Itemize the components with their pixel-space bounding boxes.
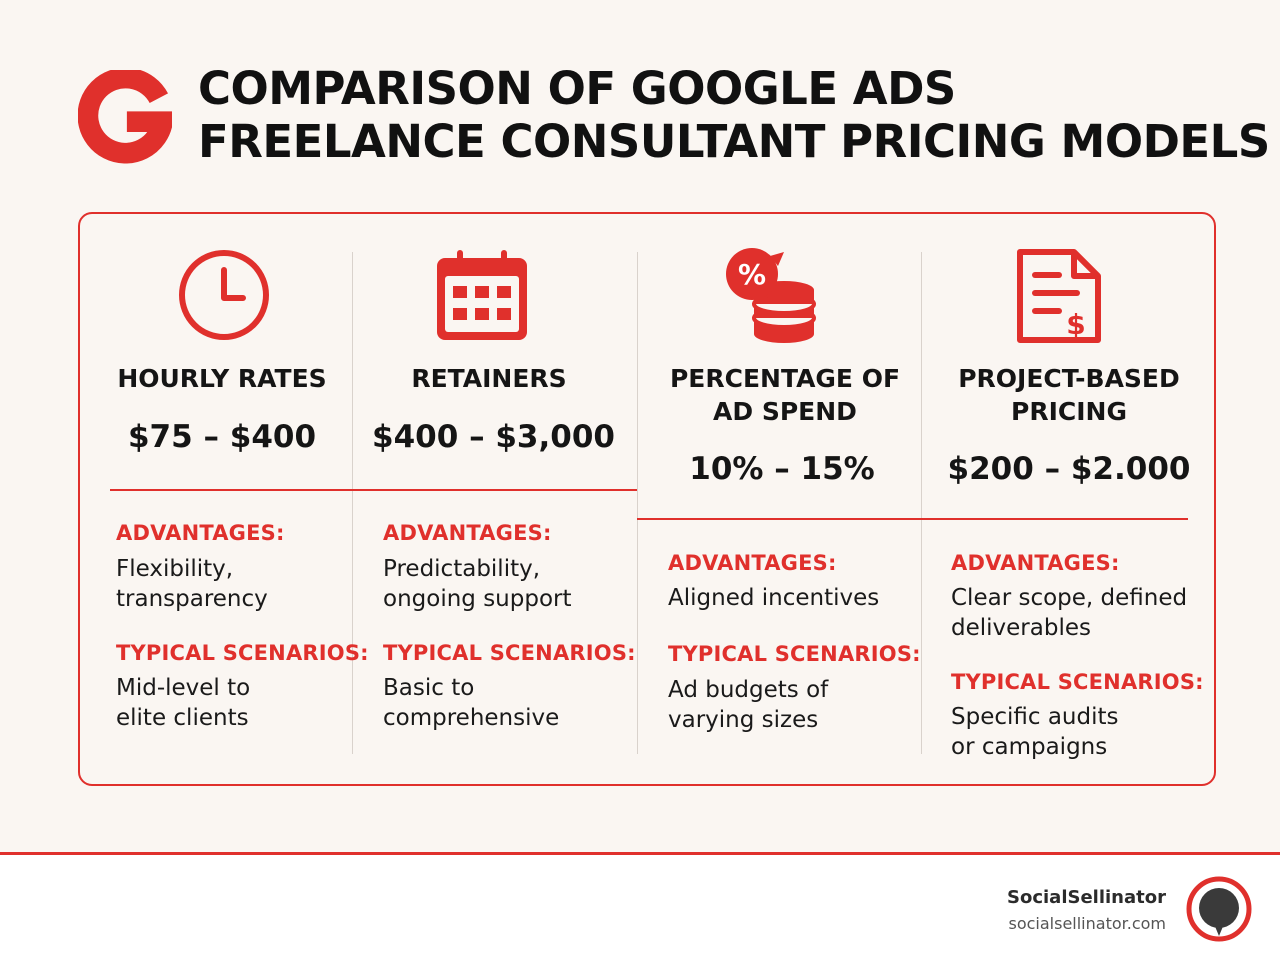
column-divider: [637, 252, 638, 754]
name-line: PRICING: [1011, 397, 1127, 426]
name-line: PROJECT-BASED: [958, 364, 1180, 393]
text-line: transparency: [116, 586, 268, 612]
percent-coins-icon: %: [726, 248, 816, 343]
price-range-hourly: $75 – $400: [127, 419, 317, 455]
clock-icon: [179, 250, 269, 340]
pricing-comparison-card: [78, 212, 1216, 786]
section-divider: [637, 518, 1188, 520]
page-title: COMPARISON OF GOOGLE ADS FREELANCE CONSU…: [198, 62, 1270, 168]
section-divider: [110, 489, 637, 491]
name-line: AD SPEND: [713, 397, 857, 426]
socialsellinator-logo-icon: [1186, 876, 1252, 942]
text-line: comprehensive: [383, 705, 560, 731]
advantages-label: ADVANTAGES:: [668, 551, 837, 575]
text-line: ongoing support: [383, 586, 572, 612]
text-line: varying sizes: [668, 707, 819, 733]
text-line: deliverables: [951, 615, 1091, 641]
scenarios-label: TYPICAL SCENARIOS:: [116, 641, 369, 665]
text-line: Ad budgets of: [668, 677, 829, 703]
title-line-2: FREELANCE CONSULTANT PRICING MODELS: [198, 115, 1270, 168]
scenarios-text: Ad budgets of varying sizes: [668, 675, 828, 735]
scenarios-text: Basic to comprehensive: [383, 673, 559, 733]
footer-divider: [0, 852, 1280, 855]
scenarios-label: TYPICAL SCENARIOS:: [383, 641, 636, 665]
scenarios-text: Mid-level to elite clients: [116, 673, 250, 733]
invoice-dollar-icon: $: [1017, 249, 1101, 343]
advantages-text: Clear scope, defined deliverables: [951, 583, 1187, 643]
advantages-label: ADVANTAGES:: [951, 551, 1120, 575]
text-line: Clear scope, defined: [951, 585, 1188, 611]
header: COMPARISON OF GOOGLE ADS FREELANCE CONSU…: [78, 62, 1270, 182]
model-name-retainers: RETAINERS: [411, 364, 567, 393]
google-g-logo-icon: [78, 70, 172, 164]
price-range-percentage: 10% – 15%: [689, 451, 875, 487]
model-name-project: PROJECT-BASED PRICING: [940, 362, 1198, 428]
text-line: Basic to: [383, 675, 475, 701]
scenarios-label: TYPICAL SCENARIOS:: [951, 670, 1204, 694]
text-line: Mid-level to: [116, 675, 251, 701]
text-line: Aligned incentives: [668, 585, 880, 611]
footer: [0, 855, 1280, 961]
svg-text:$: $: [1066, 308, 1085, 341]
title-line-1: COMPARISON OF GOOGLE ADS: [198, 62, 956, 115]
text-line: elite clients: [116, 705, 249, 731]
scenarios-label: TYPICAL SCENARIOS:: [668, 642, 921, 666]
scenarios-text: Specific audits or campaigns: [951, 702, 1119, 762]
model-name-hourly: HOURLY RATES: [117, 364, 327, 393]
text-line: Specific audits: [951, 704, 1119, 730]
text-line: or campaigns: [951, 734, 1108, 760]
column-divider: [352, 252, 353, 754]
model-name-percentage: PERCENTAGE OF AD SPEND: [652, 362, 918, 428]
brand-name: SocialSellinator: [1007, 887, 1166, 908]
name-line: PERCENTAGE OF: [669, 364, 901, 393]
calendar-icon: [437, 250, 527, 340]
brand-url[interactable]: socialsellinator.com: [1008, 914, 1166, 933]
text-line: Flexibility,: [116, 556, 234, 582]
price-range-project: $200 – $2.000: [947, 451, 1191, 487]
advantages-text: Flexibility, transparency: [116, 554, 268, 614]
price-range-retainers: $400 – $3,000: [372, 419, 615, 455]
column-divider: [921, 252, 922, 754]
advantages-text: Predictability, ongoing support: [383, 554, 572, 614]
advantages-label: ADVANTAGES:: [116, 521, 285, 545]
advantages-label: ADVANTAGES:: [383, 521, 552, 545]
advantages-text: Aligned incentives: [668, 583, 879, 613]
text-line: Predictability,: [383, 556, 541, 582]
svg-text:%: %: [738, 258, 766, 291]
